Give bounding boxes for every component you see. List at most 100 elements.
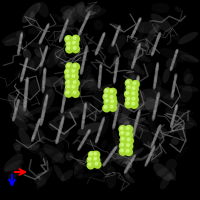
Ellipse shape	[152, 86, 175, 100]
Ellipse shape	[116, 110, 118, 115]
Ellipse shape	[29, 11, 35, 26]
Ellipse shape	[151, 13, 173, 33]
Ellipse shape	[133, 99, 135, 104]
Ellipse shape	[112, 40, 115, 44]
Circle shape	[126, 96, 133, 103]
Ellipse shape	[174, 73, 177, 79]
Ellipse shape	[20, 32, 23, 38]
Ellipse shape	[98, 76, 101, 81]
Ellipse shape	[166, 103, 186, 107]
Ellipse shape	[156, 64, 158, 69]
Ellipse shape	[141, 118, 149, 124]
Ellipse shape	[18, 46, 20, 52]
Circle shape	[125, 148, 133, 156]
Ellipse shape	[2, 30, 24, 43]
Ellipse shape	[33, 132, 36, 137]
Ellipse shape	[81, 25, 84, 29]
Ellipse shape	[99, 127, 102, 132]
Ellipse shape	[59, 123, 63, 129]
Ellipse shape	[35, 128, 37, 132]
Ellipse shape	[84, 53, 86, 59]
Ellipse shape	[42, 84, 45, 90]
Ellipse shape	[114, 75, 116, 81]
Ellipse shape	[25, 57, 28, 63]
Ellipse shape	[15, 69, 25, 78]
Circle shape	[104, 98, 111, 105]
Ellipse shape	[35, 126, 38, 131]
Ellipse shape	[39, 152, 49, 166]
Ellipse shape	[132, 157, 135, 161]
Ellipse shape	[101, 121, 103, 126]
Ellipse shape	[134, 90, 137, 95]
Ellipse shape	[110, 152, 113, 156]
Circle shape	[105, 99, 108, 102]
Ellipse shape	[136, 116, 139, 122]
Ellipse shape	[130, 115, 142, 139]
Circle shape	[132, 92, 135, 95]
Ellipse shape	[80, 26, 83, 31]
Circle shape	[132, 97, 135, 100]
Ellipse shape	[24, 97, 27, 105]
Ellipse shape	[134, 91, 137, 97]
Ellipse shape	[177, 111, 197, 126]
Circle shape	[87, 162, 94, 169]
Ellipse shape	[82, 114, 85, 120]
Ellipse shape	[171, 62, 174, 67]
Ellipse shape	[40, 119, 43, 126]
Ellipse shape	[43, 76, 45, 82]
Ellipse shape	[114, 24, 122, 32]
Ellipse shape	[127, 165, 130, 169]
Ellipse shape	[82, 61, 85, 67]
Ellipse shape	[113, 37, 116, 41]
Ellipse shape	[56, 141, 64, 151]
Ellipse shape	[118, 118, 129, 129]
Ellipse shape	[116, 59, 119, 65]
Ellipse shape	[23, 49, 31, 60]
Ellipse shape	[23, 66, 26, 72]
Ellipse shape	[114, 113, 131, 124]
Ellipse shape	[26, 79, 28, 85]
Ellipse shape	[139, 125, 153, 148]
Ellipse shape	[12, 116, 15, 121]
Ellipse shape	[136, 50, 139, 55]
Ellipse shape	[85, 45, 88, 51]
Ellipse shape	[99, 68, 102, 73]
Ellipse shape	[132, 63, 134, 67]
Ellipse shape	[106, 166, 117, 189]
Circle shape	[127, 86, 130, 88]
Ellipse shape	[12, 105, 24, 118]
Ellipse shape	[157, 34, 160, 38]
Ellipse shape	[83, 110, 86, 115]
Ellipse shape	[84, 102, 87, 108]
Ellipse shape	[158, 124, 161, 129]
Ellipse shape	[10, 113, 28, 131]
Ellipse shape	[156, 62, 159, 68]
Ellipse shape	[44, 49, 47, 54]
Ellipse shape	[157, 36, 159, 41]
Ellipse shape	[104, 159, 108, 164]
Ellipse shape	[22, 69, 25, 75]
Ellipse shape	[43, 69, 46, 74]
Ellipse shape	[60, 120, 64, 126]
Ellipse shape	[154, 44, 156, 49]
Circle shape	[66, 37, 69, 40]
Circle shape	[71, 68, 78, 76]
Ellipse shape	[137, 113, 140, 118]
Ellipse shape	[25, 61, 27, 66]
Ellipse shape	[153, 45, 156, 51]
Ellipse shape	[64, 91, 66, 96]
Ellipse shape	[52, 14, 62, 21]
Ellipse shape	[44, 76, 63, 87]
Ellipse shape	[153, 112, 156, 117]
Ellipse shape	[24, 96, 27, 102]
Ellipse shape	[107, 155, 111, 159]
Ellipse shape	[156, 98, 158, 103]
Circle shape	[126, 85, 133, 92]
Ellipse shape	[24, 89, 28, 96]
Circle shape	[66, 74, 69, 77]
Circle shape	[120, 130, 127, 137]
Ellipse shape	[116, 58, 119, 63]
Circle shape	[72, 40, 79, 48]
Ellipse shape	[135, 22, 161, 34]
Circle shape	[65, 69, 73, 76]
